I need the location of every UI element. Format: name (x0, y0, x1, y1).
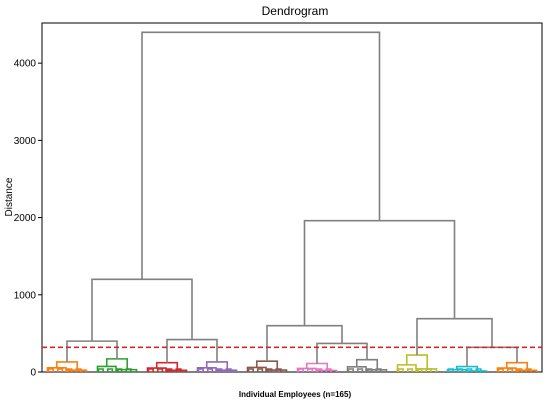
dendrogram-link (116, 368, 123, 372)
dendrogram-link (247, 368, 254, 372)
dendrogram-link (316, 368, 323, 372)
y-axis: 0 1000 2000 3000 4000 (14, 59, 42, 379)
dendrogram-link (516, 368, 523, 372)
dendrogram-link (91, 278, 193, 342)
dendrogram-link (75, 368, 82, 372)
dendrogram-link (505, 361, 529, 371)
dendrogram-link (167, 369, 188, 372)
dendrogram-link (106, 368, 114, 372)
dendrogram-link (266, 368, 273, 372)
y-tick-label: 3000 (14, 136, 37, 147)
dendrogram-link (206, 368, 214, 372)
dendrogram-link (517, 369, 538, 372)
dendrogram-link (366, 368, 373, 372)
dendrogram-link (466, 346, 518, 367)
dendrogram-link (497, 368, 504, 372)
dendrogram-link (306, 368, 314, 372)
dendrogram-link (296, 367, 317, 372)
dendrogram-link (46, 366, 67, 372)
dendrogram-link (416, 317, 493, 356)
y-tick-label: 1000 (14, 290, 37, 301)
dendrogram-link (105, 358, 129, 370)
dendrogram-link (456, 368, 464, 372)
chart-title: Dendrogram (262, 4, 329, 18)
dendrogram-link (225, 368, 232, 372)
dendrogram-link (275, 368, 282, 372)
dendrogram-link (466, 368, 473, 372)
dendrogram-link (267, 369, 288, 372)
dendrogram-link (197, 368, 204, 372)
y-tick-label: 4000 (14, 59, 37, 70)
dendrogram-link (446, 368, 467, 372)
dendrogram-link (56, 368, 64, 372)
y-axis-label: Distance (4, 177, 15, 216)
dendrogram-link (47, 368, 54, 372)
dendrogram-link (525, 368, 532, 372)
y-tick-label: 0 (30, 368, 36, 379)
dendrogram-link (416, 368, 423, 372)
dendrogram-link (506, 368, 514, 372)
dendrogram-link (305, 362, 329, 371)
dendrogram-link (356, 368, 364, 372)
dendrogram-link (166, 338, 218, 363)
dendrogram-link (141, 31, 381, 280)
dendrogram-link (155, 361, 179, 371)
dendrogram-link (425, 368, 432, 372)
dendrogram-link (396, 364, 417, 372)
dendrogram-link (166, 368, 173, 372)
dendrogram-link (156, 368, 164, 372)
dendrogram-link (175, 368, 182, 372)
dendrogram-link (325, 368, 332, 372)
dendrogram-link (125, 368, 132, 372)
dendrogram-link (217, 369, 238, 372)
plot-frame (41, 22, 543, 373)
dendrogram-link (347, 368, 354, 372)
dendrogram-link (96, 365, 117, 372)
dendrogram-link (303, 219, 456, 326)
dendrogram-link (216, 368, 223, 372)
dendrogram-link (196, 366, 217, 372)
dendrogram-link (66, 368, 73, 372)
dendrogram-link (316, 342, 368, 364)
dendrogram-link (297, 368, 304, 372)
dendrogram-tree (46, 31, 538, 372)
dendrogram-link (475, 368, 482, 372)
dendrogram-link (496, 367, 517, 372)
dendrogram-link (375, 368, 382, 372)
dendrogram-link (406, 368, 414, 372)
dendrogram-link (246, 366, 267, 372)
dendrogram-link (405, 354, 429, 369)
dendrogram-link (67, 369, 88, 372)
dendrogram-link (317, 369, 338, 372)
dendrogram-link (146, 367, 167, 372)
dendrogram-link (346, 366, 367, 372)
y-tick-label: 2000 (14, 213, 37, 224)
dendrogram-link (147, 368, 154, 372)
x-axis-label: Individual Employees (n=165) (239, 390, 352, 399)
dendrogram-link (447, 368, 454, 372)
dendrogram-link (397, 368, 404, 372)
dendrogram-link (97, 368, 104, 372)
dendrogram-link (256, 368, 264, 372)
dendrogram-link (467, 370, 488, 372)
dendrogram-link (266, 324, 343, 362)
